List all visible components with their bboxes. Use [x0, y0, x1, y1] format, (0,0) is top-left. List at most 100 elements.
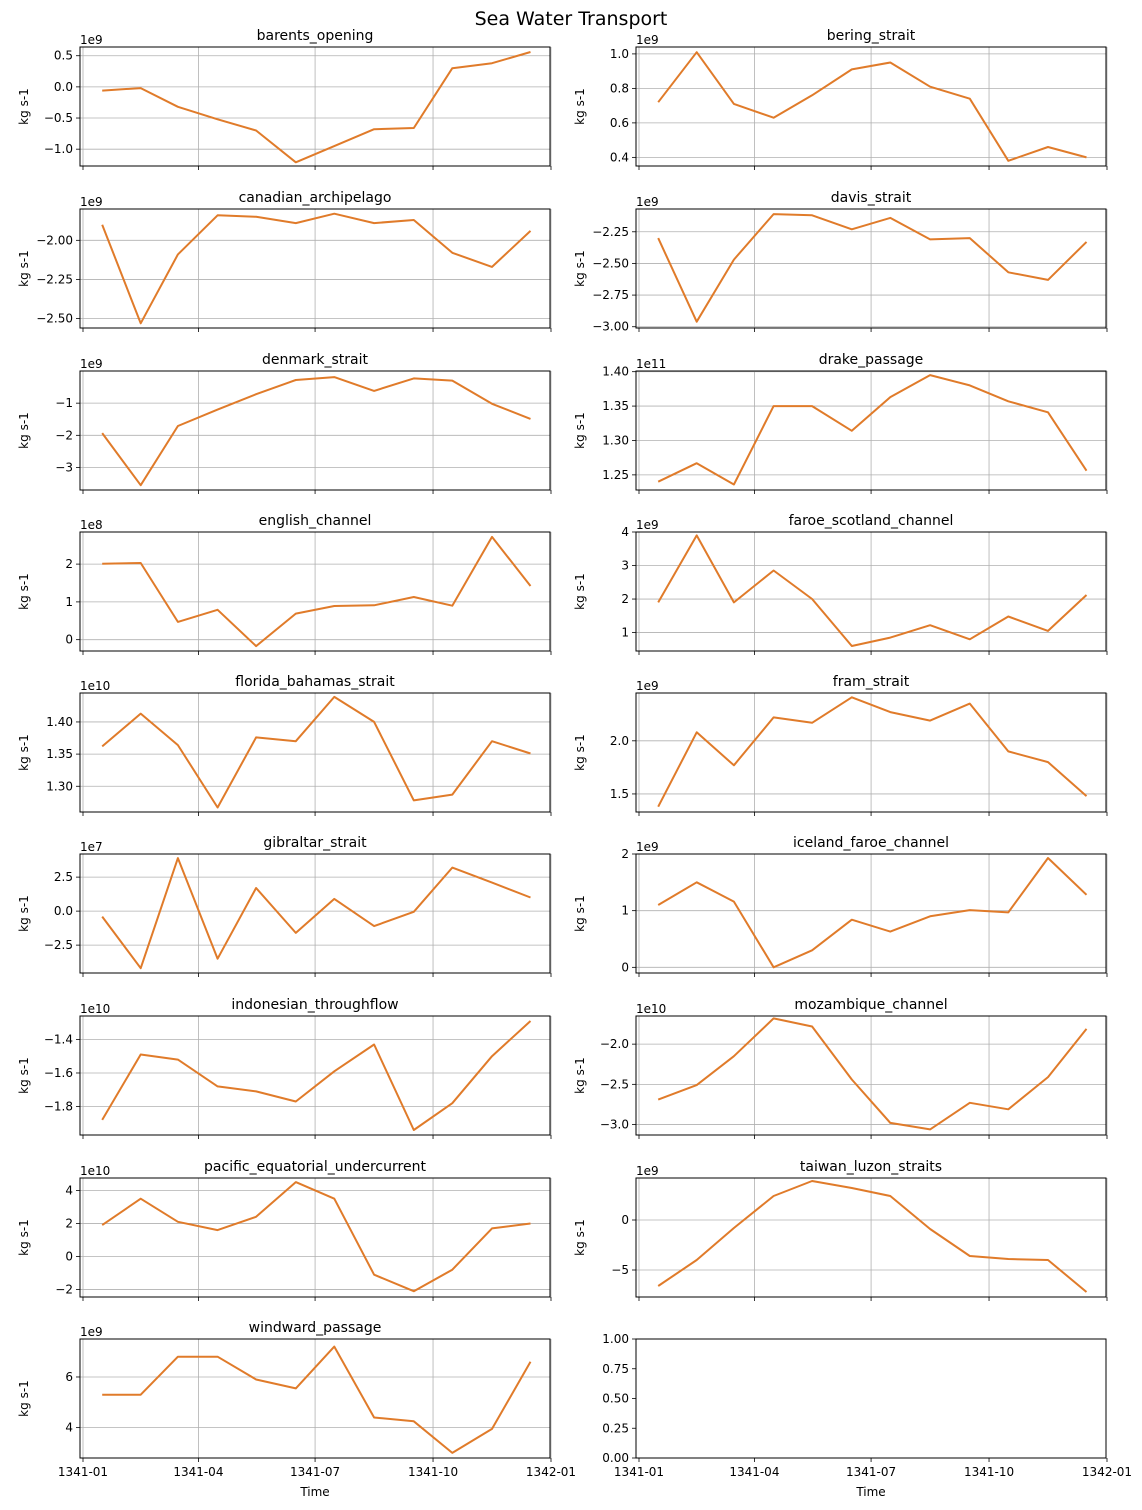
y-tick-label: 1.30 — [602, 433, 629, 447]
y-offset-label: 1e10 — [80, 679, 110, 693]
series-line — [101, 1020, 532, 1131]
y-tick-label: −2.0 — [600, 1037, 629, 1051]
subplot-title: drake_passage — [819, 352, 924, 368]
y-tick-label: −2.25 — [36, 272, 73, 286]
y-tick-label: −2.5 — [600, 1077, 629, 1091]
y-offset-label: 1e9 — [636, 195, 659, 209]
subplot-title: mozambique_channel — [794, 997, 947, 1013]
y-tick-label: 2.0 — [610, 734, 629, 748]
subplot-windward_passage: 6 4 1341-01 1341-04 1341-07 1341-10 1342-01 Tim… — [17, 1320, 576, 1499]
y-tick-label: −2.25 — [592, 225, 629, 239]
y-axis-label: kg s-1 — [17, 734, 31, 771]
series-line — [101, 212, 532, 325]
y-axis-label: kg s-1 — [17, 412, 31, 449]
series-line — [101, 857, 531, 970]
x-tick-label: 1342-01 — [1082, 1465, 1132, 1479]
y-axis-label: kg s-1 — [573, 1219, 587, 1256]
y-tick-label: 0.4 — [610, 150, 629, 164]
subplot-english_channel: 2 1 0 english_channel 1e8 kg s-1 — [17, 513, 552, 655]
y-tick-label: −1.4 — [44, 1032, 73, 1046]
y-axis-label: kg s-1 — [573, 412, 587, 449]
series-line — [657, 1017, 1088, 1131]
axes-frame — [79, 853, 551, 974]
axes-frame — [79, 531, 551, 652]
y-offset-label: 1e9 — [80, 195, 103, 209]
y-tick-label: 1.40 — [602, 365, 629, 379]
y-tick-label: 2.5 — [54, 870, 73, 884]
y-tick-label: 0 — [65, 1250, 73, 1264]
y-tick-label: 1.25 — [602, 468, 629, 482]
series-line — [657, 534, 1088, 647]
x-tick-label: 1341-07 — [846, 1465, 896, 1479]
series-line — [101, 1181, 531, 1293]
figure-title: Sea Water Transport — [475, 8, 668, 30]
y-tick-label: −2.50 — [36, 312, 73, 326]
y-tick-label: 1 — [65, 595, 73, 609]
series-line — [657, 51, 1087, 162]
axes-frame — [635, 1177, 1107, 1298]
y-offset-label: 1e9 — [80, 33, 103, 47]
subplot-title: davis_strait — [831, 190, 912, 206]
y-tick-label: −0.5 — [44, 111, 73, 125]
y-tick-label: 2 — [65, 557, 73, 571]
y-offset-label: 1e10 — [80, 1002, 110, 1016]
y-offset-label: 1e8 — [80, 518, 103, 532]
y-tick-label: 0.8 — [610, 81, 629, 95]
axes-frame — [635, 692, 1107, 813]
subplot-denmark_strait: −1 −2 −3 denmark_strait 1e9 kg s-1 — [17, 352, 552, 494]
y-axis-label: kg s-1 — [573, 573, 587, 610]
y-tick-label: −1.6 — [44, 1066, 73, 1080]
series-line — [102, 1345, 532, 1454]
axes-frame — [635, 1015, 1107, 1136]
y-offset-label: 1e9 — [636, 518, 659, 532]
subplot-title: fram_strait — [833, 674, 910, 690]
subplot-title: windward_passage — [249, 1320, 382, 1336]
subplot-title: indonesian_throughflow — [231, 997, 398, 1013]
y-tick-label: −2 — [55, 1283, 73, 1297]
subplot-canadian_archipelago: −2.00 −2.25 −2.50 canadian_archipelago 1e9 kg… — [17, 190, 552, 332]
y-tick-label: −2 — [55, 428, 73, 442]
subplot-drake_passage: 1.40 1.35 1.30 1.25 drake_passage 1e11 kg s-1 — [573, 352, 1108, 494]
y-tick-label: −5 — [611, 1263, 629, 1277]
y-axis-label: kg s-1 — [573, 88, 587, 125]
subplot-title: denmark_strait — [262, 352, 368, 368]
y-axis-label: kg s-1 — [17, 895, 31, 932]
y-offset-label: 1e9 — [80, 357, 103, 371]
series-line — [657, 213, 1088, 323]
y-offset-label: 1e10 — [636, 1002, 666, 1016]
subplot-title: pacific_equatorial_undercurrent — [204, 1159, 426, 1175]
series-line — [657, 374, 1088, 486]
axes-frame — [79, 370, 551, 491]
y-offset-label: 1e11 — [636, 357, 666, 371]
y-offset-label: 1e9 — [636, 33, 659, 47]
axes-frame — [79, 1338, 551, 1459]
y-tick-label: 0.6 — [610, 116, 629, 130]
y-offset-label: 1e10 — [80, 1164, 110, 1178]
y-tick-label: 0 — [65, 633, 73, 647]
y-tick-label: 1.40 — [46, 715, 73, 729]
subplot-faroe_scotland_channel: 4 3 2 1 faroe_scotland_channel 1e9 kg s-1 — [573, 513, 1108, 655]
y-tick-label: 1.5 — [610, 787, 629, 801]
y-offset-label: 1e9 — [636, 679, 659, 693]
x-tick-label: 1341-01 — [58, 1465, 108, 1479]
series-line — [657, 1180, 1088, 1293]
axes-frame — [635, 531, 1107, 652]
subplot-pacific_equatorial_undercurrent: 4 2 0 −2 pacific_equatorial_undercurrent 1e10… — [17, 1159, 552, 1301]
y-tick-label: 4 — [65, 1183, 73, 1197]
y-offset-label: 1e9 — [636, 1164, 659, 1178]
series-line — [101, 376, 531, 487]
y-axis-label: kg s-1 — [17, 250, 31, 287]
x-axis-label: Time — [855, 1485, 885, 1499]
subplot-iceland_faroe_channel: 2 1 0 iceland_faroe_channel 1e9 kg s-1 — [573, 835, 1108, 977]
y-tick-label: −3.0 — [600, 1118, 629, 1132]
x-tick-label: 1341-04 — [729, 1465, 779, 1479]
series-line — [657, 696, 1088, 808]
subplot-mozambique_channel: −2.0 −2.5 −3.0 mozambique_channel 1e10 kg s-1 — [573, 997, 1108, 1139]
subplot-barents_opening: 0.5 0.0 −0.5 −1.0 barents_opening 1e9 kg s-1 — [17, 28, 552, 170]
y-tick-label: 0.25 — [602, 1421, 629, 1435]
subplot-title: bering_strait — [827, 28, 916, 44]
y-tick-label: 3 — [621, 559, 629, 573]
y-tick-label: 1.30 — [46, 779, 73, 793]
